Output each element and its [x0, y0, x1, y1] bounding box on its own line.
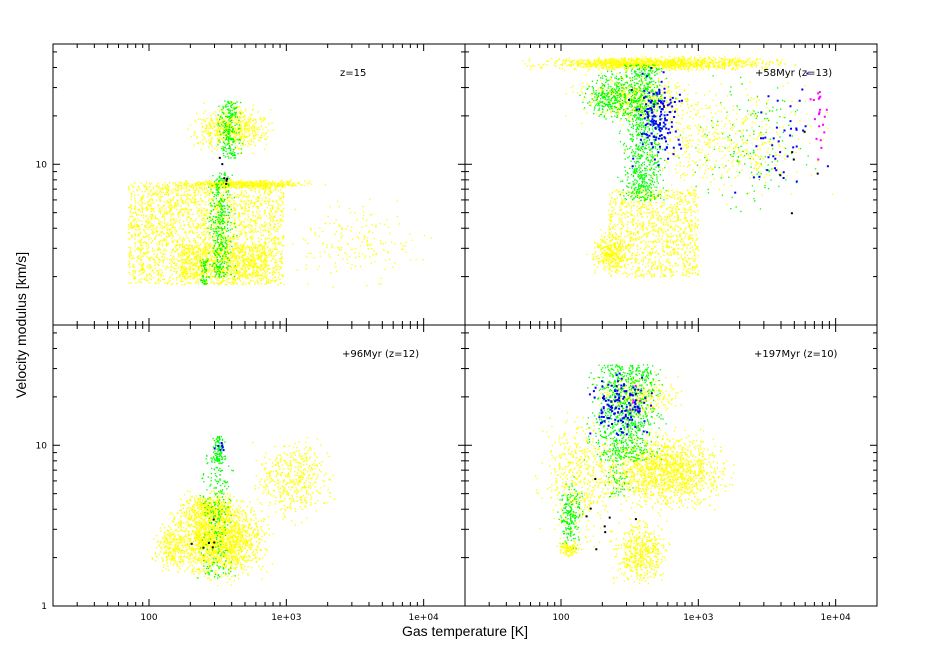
- x-tick-label: 100: [140, 613, 157, 623]
- points-green-6: [557, 476, 584, 550]
- point-cloud-yellow: [586, 229, 632, 275]
- data-points-layer: [127, 55, 833, 587]
- x-axis-label: Gas temperature [K]: [402, 623, 528, 639]
- y-tick-label: 10: [36, 441, 48, 451]
- point-cloud-blue: [734, 72, 829, 194]
- x-tick-label: 1e+04: [821, 613, 852, 623]
- panel-label-58myr: +58Myr (z=13): [755, 68, 832, 79]
- points-green-7: [675, 75, 817, 213]
- points-yellow-0: [586, 426, 735, 517]
- point-cloud-yellow: [252, 437, 336, 526]
- points-yellow-2: [608, 189, 700, 278]
- x-tick-label: 1e+03: [683, 613, 713, 623]
- points-green-7: [604, 460, 634, 498]
- y-tick-label: 1: [41, 602, 47, 612]
- axis-ticks: [52, 44, 878, 607]
- points-green-5: [583, 364, 667, 463]
- points-black-8: [218, 156, 229, 185]
- points-yellow-0: [161, 497, 275, 587]
- x-tick-label: 1e+03: [271, 613, 301, 623]
- point-cloud-black: [218, 156, 229, 185]
- point-cloud-green: [604, 460, 634, 498]
- point-cloud-blue: [628, 67, 683, 168]
- point-cloud-yellow: [522, 55, 797, 72]
- x-tick-label: 100: [552, 613, 569, 623]
- points-yellow-2: [174, 178, 327, 190]
- panel-3-frame: [52, 324, 466, 607]
- point-cloud-blue: [213, 442, 225, 452]
- point-cloud-magenta: [809, 91, 828, 161]
- y-tick-label: 10: [36, 160, 48, 170]
- point-cloud-yellow: [173, 489, 247, 528]
- point-cloud-yellow: [624, 81, 833, 206]
- point-cloud-green: [210, 435, 227, 462]
- points-blue-9: [734, 72, 829, 194]
- points-black-11: [779, 130, 819, 215]
- points-yellow-4: [556, 541, 580, 557]
- point-cloud-green: [617, 64, 670, 202]
- panel-4-frame: [464, 324, 878, 607]
- panel-3-points: [151, 435, 336, 587]
- points-green-5: [210, 435, 227, 462]
- points-green-7: [199, 258, 210, 285]
- point-cloud-yellow: [608, 189, 700, 278]
- panel-label-96myr: +96Myr (z=12): [342, 349, 419, 360]
- points-yellow-2: [609, 518, 671, 585]
- point-cloud-yellow: [180, 243, 266, 278]
- points-green-6: [579, 70, 639, 123]
- panel-label-z15: z=15: [340, 68, 366, 79]
- point-cloud-green: [675, 75, 817, 213]
- point-cloud-yellow: [187, 102, 274, 155]
- point-cloud-yellow: [586, 426, 735, 517]
- point-cloud-yellow: [151, 522, 187, 573]
- points-green-5: [617, 64, 670, 202]
- point-cloud-yellow: [556, 541, 580, 557]
- panel-1-points: [127, 100, 432, 288]
- points-yellow-4: [281, 198, 432, 288]
- points-yellow-3: [586, 229, 632, 275]
- point-cloud-green: [197, 452, 236, 579]
- points-blue-8: [588, 372, 653, 436]
- point-cloud-yellow: [609, 518, 671, 585]
- points-magenta-10: [809, 91, 828, 161]
- points-yellow-1: [535, 412, 626, 551]
- points-yellow-4: [624, 81, 833, 206]
- points-blue-6: [213, 442, 225, 452]
- points-yellow-1: [565, 71, 699, 126]
- points-green-6: [217, 100, 244, 159]
- point-cloud-black: [585, 478, 637, 551]
- points-black-10: [585, 478, 637, 551]
- y-axis-label: Velocity modulus [km/s]: [13, 252, 29, 398]
- point-cloud-yellow: [565, 71, 699, 126]
- point-cloud-yellow: [174, 178, 327, 190]
- point-cloud-green: [579, 70, 639, 123]
- points-yellow-0: [522, 55, 797, 72]
- tick-labels: 10 100 1e+03 1e+04 1 10 100 1e+03 1e+04: [36, 160, 852, 623]
- panel-label-197myr: +197Myr (z=10): [754, 349, 838, 360]
- panel-4-points: [535, 364, 735, 585]
- point-cloud-green: [199, 258, 210, 285]
- points-yellow-1: [173, 489, 247, 528]
- point-cloud-yellow: [535, 412, 626, 551]
- points-yellow-2: [252, 437, 336, 526]
- panel-frames: [52, 43, 878, 607]
- point-cloud-green: [557, 476, 584, 550]
- points-green-4: [197, 452, 236, 579]
- points-yellow-3: [151, 522, 187, 573]
- point-cloud-black: [779, 130, 819, 215]
- point-cloud-green: [217, 100, 244, 159]
- point-cloud-yellow: [161, 497, 275, 587]
- x-tick-label: 1e+04: [409, 613, 440, 623]
- point-cloud-green: [583, 364, 667, 463]
- point-cloud-yellow: [281, 198, 432, 288]
- points-blue-8: [628, 67, 683, 168]
- points-yellow-1: [180, 243, 266, 278]
- panel-2-points: [522, 55, 833, 278]
- point-cloud-blue: [588, 372, 653, 436]
- points-yellow-3: [187, 102, 274, 155]
